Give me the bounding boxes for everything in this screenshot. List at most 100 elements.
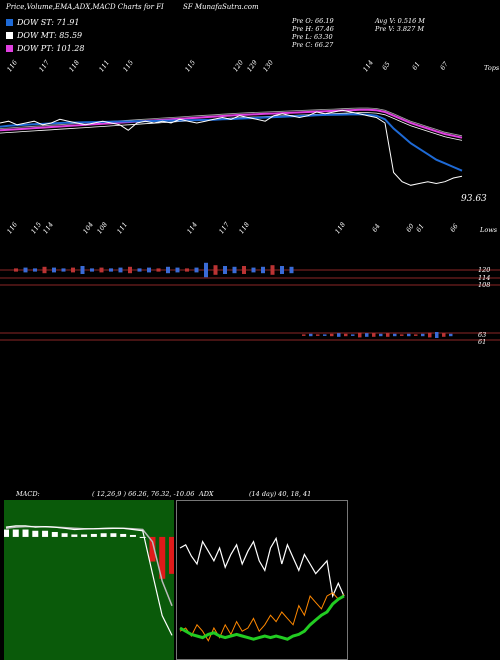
adx-border	[176, 500, 348, 660]
macd-layer	[4, 525, 174, 636]
volume-bar	[280, 266, 284, 274]
macd-hist-bar	[4, 529, 9, 537]
legend-swatch-st	[6, 19, 13, 26]
bottom-level-label: 61	[478, 338, 487, 346]
adx-di-minus-line	[179, 536, 345, 599]
legend-dow-mt-label: DOW MT: 85.59	[17, 31, 83, 40]
macd-hist-bar	[81, 534, 88, 537]
top-caption: Tops	[484, 64, 500, 72]
volume-level-label: 120	[478, 266, 491, 274]
volume-bar	[147, 267, 151, 273]
bottom-volume-bar	[442, 333, 446, 337]
macd-hist-bar	[51, 532, 58, 537]
macd-hist-bar	[149, 536, 156, 562]
bottom-volume-bar	[428, 332, 432, 338]
volume-bar	[71, 267, 75, 273]
adx-values: (14 day) 40, 18, 41	[249, 490, 312, 498]
price-layer	[0, 107, 463, 186]
volume-bar	[61, 268, 66, 272]
adx-di-plus-line	[179, 592, 345, 642]
volume-bar	[128, 266, 132, 274]
legend-dow-st-label: DOW ST: 71.91	[17, 18, 80, 27]
bottom-volume-bar	[344, 333, 348, 337]
macd-hist-bar	[12, 529, 19, 537]
volume-bar	[289, 266, 294, 274]
macd-values: ( 12,26,9 ) 66.26, 76.32, -10.06	[92, 490, 195, 498]
bottom-volume-bar	[414, 334, 418, 336]
stat-avg-vol: Avg V: 0.516 M	[375, 17, 425, 25]
legend-dow-pt: DOW PT: 101.28	[6, 44, 84, 53]
bottom-volume-bar	[351, 334, 355, 336]
volume-bar	[42, 266, 47, 274]
macd-hist-bar	[22, 529, 29, 537]
macd-hist-bar	[42, 530, 49, 537]
bottom-volume-bar	[337, 333, 341, 337]
volume-bar	[33, 268, 37, 272]
volume-level-label: 114	[478, 274, 491, 282]
bottom-volume-bar	[400, 334, 404, 336]
adx-layer	[179, 536, 345, 642]
volume-bar	[156, 268, 161, 272]
bottom-volume-bar	[358, 332, 362, 338]
volume-bar	[14, 268, 18, 272]
price-volume-chart	[0, 107, 500, 341]
bottom-volume-bar	[435, 332, 439, 338]
site-name: SF MunafaSutra.com	[183, 3, 259, 11]
bottom-volume-bar	[309, 333, 313, 337]
last-price-label: 93.63	[461, 194, 487, 204]
volume-bar	[223, 266, 227, 274]
volume-bar	[194, 267, 199, 273]
bottom-volume-bar	[407, 333, 411, 337]
volume-bar	[109, 268, 113, 272]
volume-bar	[80, 266, 85, 274]
volume-level-label: 108	[478, 281, 491, 289]
volume-bar	[166, 266, 170, 274]
bottom-volume-bar	[330, 333, 334, 337]
legend-dow-pt-label: DOW PT: 101.28	[17, 44, 85, 53]
volume-bar	[232, 266, 237, 274]
macd-hist-bar	[100, 533, 107, 537]
adx-label: ADX	[199, 490, 214, 498]
bottom-caption: Lows	[480, 226, 498, 234]
bottom-volume-bar	[372, 333, 376, 337]
legend-swatch-pt	[6, 45, 13, 52]
volume-bar	[261, 266, 265, 274]
stat-close: Pre C: 66.27	[292, 41, 334, 49]
macd-hist-bar	[120, 533, 127, 537]
macd-hist-bar	[139, 536, 146, 538]
volume-bar	[270, 265, 275, 275]
volume-layer	[0, 262, 500, 286]
volume-bar	[185, 268, 189, 272]
stat-high: Pre H: 67.46	[292, 25, 334, 33]
stat-open: Pre O: 66.19	[292, 17, 334, 25]
macd-hist-bar	[71, 534, 78, 537]
macd-label: MACD:	[16, 490, 40, 498]
bottom-volume-bar	[386, 333, 390, 337]
legend-swatch-mt	[6, 32, 13, 39]
volume-bar	[175, 267, 180, 273]
bottom-volume-bar	[393, 333, 397, 337]
macd-hist-bar	[90, 533, 97, 537]
bottom-level-label: 63	[478, 331, 487, 339]
ema-short-line	[0, 113, 463, 172]
bottom-volume-bar	[316, 334, 320, 336]
bottom-volume-layer	[0, 332, 500, 341]
macd-hist-bar	[32, 530, 39, 537]
macd-hist-bar	[169, 536, 174, 574]
macd-hist-bar	[159, 536, 166, 579]
adx-line	[179, 594, 345, 641]
volume-bar	[213, 265, 218, 275]
volume-bar	[118, 267, 123, 273]
chart-title: Price,Volume,EMA,ADX,MACD Charts for FI	[6, 3, 164, 11]
ema-long-line	[0, 108, 463, 139]
stat-pre-vol: Pre V: 3.827 M	[375, 25, 425, 33]
volume-bar	[251, 267, 256, 273]
macd-hist-bar	[61, 533, 68, 537]
macd-hist-bar	[129, 534, 136, 537]
stat-low: Pre L: 63.30	[292, 33, 333, 41]
bottom-volume-bar	[323, 334, 327, 336]
legend-dow-mt: DOW MT: 85.59	[6, 31, 82, 40]
legend-dow-st: DOW ST: 71.91	[6, 18, 79, 27]
bottom-volume-bar	[421, 333, 425, 337]
volume-bar	[23, 267, 28, 273]
